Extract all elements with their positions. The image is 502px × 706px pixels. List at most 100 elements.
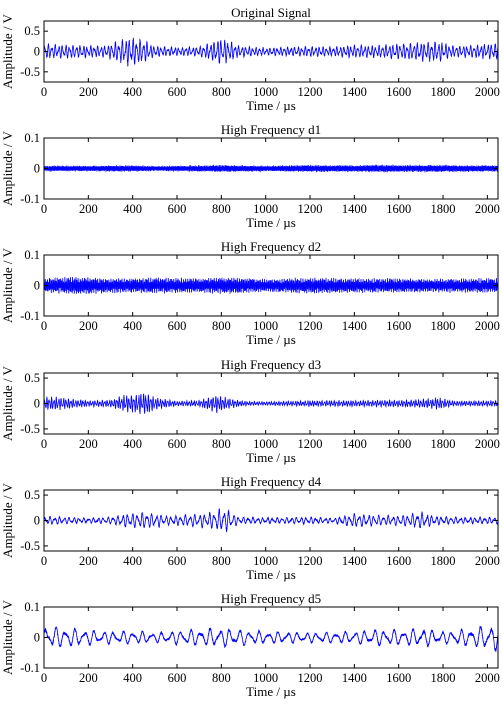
x-tick-label: 600: [168, 85, 187, 99]
x-tick-label: 1200: [298, 202, 323, 216]
x-tick-label: 1200: [298, 554, 323, 568]
x-tick-label: 400: [123, 85, 142, 99]
x-tick-label: 2000: [475, 671, 500, 685]
y-tick-label: 0: [34, 162, 40, 176]
x-tick-label: 0: [41, 85, 47, 99]
subplot-1: Original Signal 0 200 400 600 800 1000 1200 1400…: [0, 5, 500, 113]
y-tick-label: -0.1: [20, 661, 40, 675]
x-tick-label: 1600: [386, 202, 411, 216]
y-axis-label: Amplitude / V: [0, 482, 15, 557]
y-tick-label: 0.1: [24, 248, 40, 262]
x-tick-label: 1600: [386, 85, 411, 99]
y-tick-label: 0.1: [24, 131, 40, 145]
x-tick-label: 200: [79, 437, 98, 451]
x-tick-label: 1800: [431, 671, 456, 685]
subplot-title: High Frequency d4: [221, 474, 322, 489]
y-tick-label: 0.1: [24, 600, 40, 614]
subplot-5: High Frequency d4 0 200 400 600 800 1000 1200 14…: [0, 474, 500, 582]
x-tick-label: 1400: [342, 319, 367, 333]
x-axis-label: Time / µs: [246, 567, 296, 582]
x-tick-label: 2000: [475, 437, 500, 451]
subplot-6: High Frequency d5 0 200 400 600 800 1000 1200 14…: [0, 591, 500, 699]
signal-line: [43, 276, 499, 294]
x-tick-label: 2000: [475, 202, 500, 216]
x-tick-label: 2000: [475, 554, 500, 568]
x-axis-label: Time / µs: [246, 98, 296, 113]
x-tick-label: 0: [41, 554, 47, 568]
x-axis-label: Time / µs: [246, 215, 296, 230]
subplot-title: High Frequency d1: [221, 122, 321, 137]
y-axis-label: Amplitude / V: [0, 599, 15, 674]
x-tick-label: 0: [41, 202, 47, 216]
y-tick-label: -0.1: [20, 309, 40, 323]
subplot-title: High Frequency d5: [221, 591, 321, 606]
y-tick-label: 0: [34, 397, 40, 411]
x-tick-label: 800: [212, 85, 231, 99]
x-tick-label: 1600: [386, 319, 411, 333]
x-tick-label: 1200: [298, 85, 323, 99]
y-tick-label: 0: [34, 45, 40, 59]
y-tick-label: -0.1: [20, 192, 40, 206]
x-tick-label: 1800: [431, 319, 456, 333]
x-tick-label: 1600: [386, 671, 411, 685]
x-tick-label: 1000: [253, 671, 278, 685]
x-tick-label: 1600: [386, 437, 411, 451]
x-tick-label: 1400: [342, 202, 367, 216]
x-tick-label: 600: [168, 437, 187, 451]
subplot-3: High Frequency d2 0 200 400 600 800 1000 1200 14…: [0, 239, 500, 347]
subplot-4: High Frequency d3 0 200 400 600 800 1000 1200 14…: [0, 357, 500, 465]
x-tick-label: 0: [41, 671, 47, 685]
x-tick-label: 1200: [298, 437, 323, 451]
y-axis-label: Amplitude / V: [0, 130, 15, 205]
x-axis-label: Time / µs: [246, 450, 296, 465]
x-tick-label: 1000: [253, 85, 278, 99]
x-tick-label: 400: [123, 319, 142, 333]
x-tick-label: 1800: [431, 437, 456, 451]
x-tick-label: 800: [212, 202, 231, 216]
x-tick-label: 1000: [253, 554, 278, 568]
signal-line: [43, 164, 499, 173]
y-axis-label: Amplitude / V: [0, 13, 15, 88]
x-tick-label: 800: [212, 319, 231, 333]
x-tick-label: 600: [168, 319, 187, 333]
x-tick-label: 200: [79, 319, 98, 333]
x-tick-label: 1200: [298, 671, 323, 685]
y-tick-label: -0.5: [20, 65, 40, 79]
y-tick-label: 0.5: [24, 24, 40, 38]
signal-line: [43, 625, 499, 653]
x-tick-label: 200: [79, 85, 98, 99]
y-tick-label: -0.5: [20, 539, 40, 553]
y-tick-label: 0.5: [24, 371, 40, 385]
x-tick-label: 600: [168, 671, 187, 685]
x-tick-label: 800: [212, 554, 231, 568]
x-axis-label: Time / µs: [246, 684, 296, 699]
signal-line: [43, 37, 499, 67]
x-tick-label: 800: [212, 671, 231, 685]
x-tick-label: 800: [212, 437, 231, 451]
y-tick-label: 0: [34, 279, 40, 293]
y-tick-label: -0.5: [20, 422, 40, 436]
x-tick-label: 600: [168, 554, 187, 568]
signal-line: [43, 393, 499, 415]
x-tick-label: 1200: [298, 319, 323, 333]
x-tick-label: 400: [123, 554, 142, 568]
x-tick-label: 1400: [342, 85, 367, 99]
x-tick-label: 0: [41, 437, 47, 451]
x-tick-label: 1400: [342, 437, 367, 451]
x-tick-label: 1400: [342, 554, 367, 568]
x-tick-label: 1600: [386, 554, 411, 568]
x-tick-label: 1800: [431, 554, 456, 568]
x-tick-label: 400: [123, 437, 142, 451]
signal-line: [43, 508, 499, 533]
x-tick-label: 1800: [431, 202, 456, 216]
x-tick-label: 200: [79, 671, 98, 685]
x-tick-label: 200: [79, 554, 98, 568]
x-tick-label: 1000: [253, 202, 278, 216]
y-axis-label: Amplitude / V: [0, 247, 15, 322]
x-tick-label: 2000: [475, 319, 500, 333]
y-tick-label: 0.5: [24, 488, 40, 502]
x-tick-label: 1000: [253, 319, 278, 333]
x-tick-label: 1800: [431, 85, 456, 99]
x-tick-label: 400: [123, 202, 142, 216]
